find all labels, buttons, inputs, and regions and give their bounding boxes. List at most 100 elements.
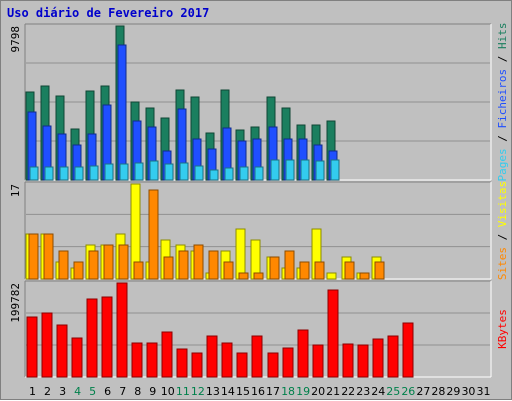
bar-sites-day-7 (118, 244, 129, 280)
bar-sites-day-6 (103, 244, 114, 280)
x-tick-day-9: 9 (149, 385, 156, 398)
legend-entry: / (496, 227, 509, 247)
bar-sites-day-22 (344, 261, 355, 280)
legend-entry: KBytes (496, 309, 509, 349)
bar-kbytes-day-18 (282, 347, 294, 378)
bar-kbytes-day-1 (26, 316, 38, 378)
legend-entry: Ficheiros (496, 69, 509, 129)
x-axis-day-labels: 1 2 3 4 5 6 7 8 9 10 11 12 13 14 15 16 17 18 19 20 21 22 23 24 2… (29, 385, 490, 398)
x-tick-day-16: 16 (251, 385, 265, 398)
bar-kbytes-day-24 (372, 338, 384, 378)
bar-pages-day-8 (134, 162, 144, 181)
x-tick-day-12: 12 (191, 385, 205, 398)
bar-pages-day-21 (330, 159, 340, 181)
bar-sites-day-14 (223, 261, 234, 280)
bar-sites-day-9 (148, 189, 159, 280)
bar-pages-day-13 (209, 169, 219, 181)
bar-pages-day-16 (254, 166, 264, 181)
bar-kbytes-day-9 (146, 342, 158, 378)
bar-sites-day-2 (43, 233, 54, 280)
x-tick-day-21: 21 (326, 385, 340, 398)
bar-pages-day-20 (315, 160, 325, 181)
bar-kbytes-day-8 (131, 342, 143, 378)
x-tick-day-14: 14 (221, 385, 235, 398)
bar-kbytes-day-22 (342, 343, 354, 378)
bar-pages-day-2 (44, 166, 54, 181)
bar-pages-day-4 (74, 166, 84, 181)
x-tick-day-19: 19 (296, 385, 310, 398)
bar-kbytes-day-14 (221, 342, 233, 378)
legend-entry: Sites (496, 247, 509, 280)
bar-kbytes-day-17 (267, 352, 279, 378)
bar-kbytes-day-2 (41, 312, 53, 378)
bar-kbytes-day-26 (402, 322, 414, 378)
bar-visitas-day-21 (326, 272, 337, 280)
x-tick-day-4: 4 (74, 385, 81, 398)
bar-pages-day-15 (239, 166, 249, 181)
bar-kbytes-day-15 (236, 352, 248, 378)
bar-pages-day-5 (89, 165, 99, 181)
bar-pages-day-7 (119, 163, 129, 181)
bar-sites-day-17 (269, 256, 280, 280)
bar-pages-day-12 (194, 165, 204, 181)
x-tick-day-1: 1 (29, 385, 36, 398)
legend-entry: Hits (496, 23, 509, 50)
bar-kbytes-day-21 (327, 289, 339, 378)
x-tick-day-23: 23 (356, 385, 370, 398)
x-tick-day-25: 25 (386, 385, 400, 398)
bar-kbytes-day-7 (116, 282, 128, 378)
bar-kbytes-day-6 (101, 296, 113, 378)
bar-sites-day-1 (28, 233, 39, 280)
legend-entry: / (496, 128, 509, 148)
panel-legend: KBytes (496, 309, 509, 349)
x-tick-day-6: 6 (104, 385, 111, 398)
bar-sites-day-20 (314, 261, 325, 280)
bar-sites-day-11 (178, 250, 189, 280)
bar-visitas-day-15 (235, 228, 246, 280)
bar-sites-day-18 (284, 250, 295, 280)
y-max-label: 9798 (9, 26, 22, 53)
bar-kbytes-day-5 (86, 298, 98, 378)
x-tick-day-5: 5 (89, 385, 96, 398)
series-pages (29, 159, 340, 181)
x-tick-day-20: 20 (311, 385, 325, 398)
bar-sites-day-10 (163, 256, 174, 280)
x-tick-day-17: 17 (266, 385, 280, 398)
bar-sites-day-12 (193, 244, 204, 280)
x-tick-day-13: 13 (206, 385, 220, 398)
bar-sites-day-13 (208, 250, 219, 280)
bar-sites-day-19 (299, 261, 310, 280)
bar-kbytes-day-10 (161, 331, 173, 378)
bar-pages-day-6 (104, 163, 114, 181)
bar-kbytes-day-13 (206, 335, 218, 378)
bar-pages-day-10 (164, 163, 174, 181)
bar-kbytes-day-19 (297, 329, 309, 378)
x-tick-day-15: 15 (236, 385, 250, 398)
bar-kbytes-day-3 (56, 324, 68, 378)
x-tick-day-29: 29 (446, 385, 460, 398)
bar-pages-day-3 (59, 166, 69, 181)
bar-sites-day-5 (88, 250, 99, 280)
bar-sites-day-8 (133, 261, 144, 280)
x-tick-day-11: 11 (176, 385, 190, 398)
bar-kbytes-day-23 (357, 344, 369, 378)
x-tick-day-2: 2 (44, 385, 51, 398)
panel-legend: Pages / Ficheiros / Hits (496, 23, 509, 182)
x-tick-day-26: 26 (401, 385, 415, 398)
bar-sites-day-24 (374, 261, 385, 280)
bar-sites-day-23 (359, 272, 370, 280)
bar-sites-day-16 (253, 272, 264, 280)
x-tick-day-7: 7 (119, 385, 126, 398)
bar-pages-day-1 (29, 166, 39, 181)
legend-entry: Visitas (496, 181, 509, 227)
bar-sites-day-4 (73, 261, 84, 280)
bar-pages-day-19 (300, 159, 310, 181)
x-tick-day-18: 18 (281, 385, 295, 398)
x-tick-day-30: 30 (461, 385, 475, 398)
bar-kbytes-day-25 (387, 335, 399, 378)
legend-entry: / (496, 49, 509, 69)
series-sites (28, 189, 385, 280)
bar-kbytes-day-20 (312, 344, 324, 378)
y-max-label: 199782 (9, 283, 22, 323)
